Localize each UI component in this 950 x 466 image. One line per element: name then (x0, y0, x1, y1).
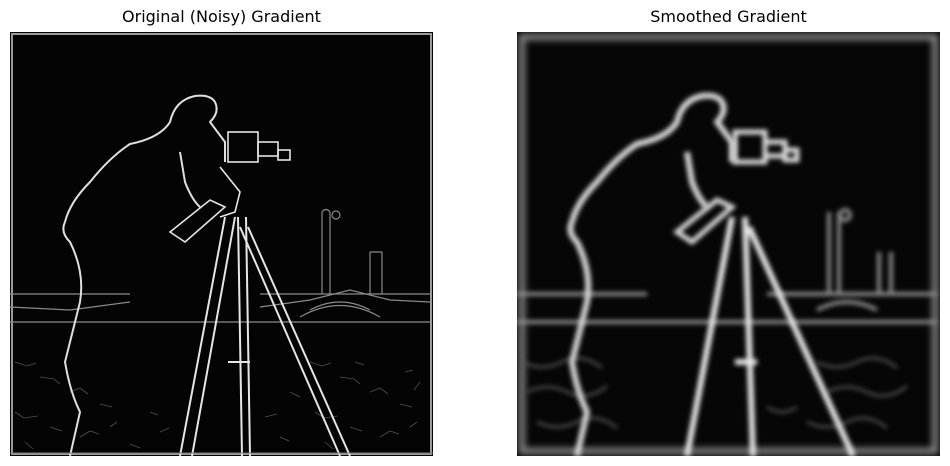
panel-title-original: Original (Noisy) Gradient (122, 7, 321, 26)
original-gradient-drawing (10, 32, 433, 456)
smoothed-gradient-drawing (517, 32, 940, 456)
original-gradient-image (10, 32, 433, 456)
panel-original-gradient: Original (Noisy) Gradient (10, 0, 433, 466)
panel-smoothed-gradient: Smoothed Gradient (517, 0, 940, 466)
panel-title-smoothed: Smoothed Gradient (650, 7, 807, 26)
smoothed-gradient-image (517, 32, 940, 456)
